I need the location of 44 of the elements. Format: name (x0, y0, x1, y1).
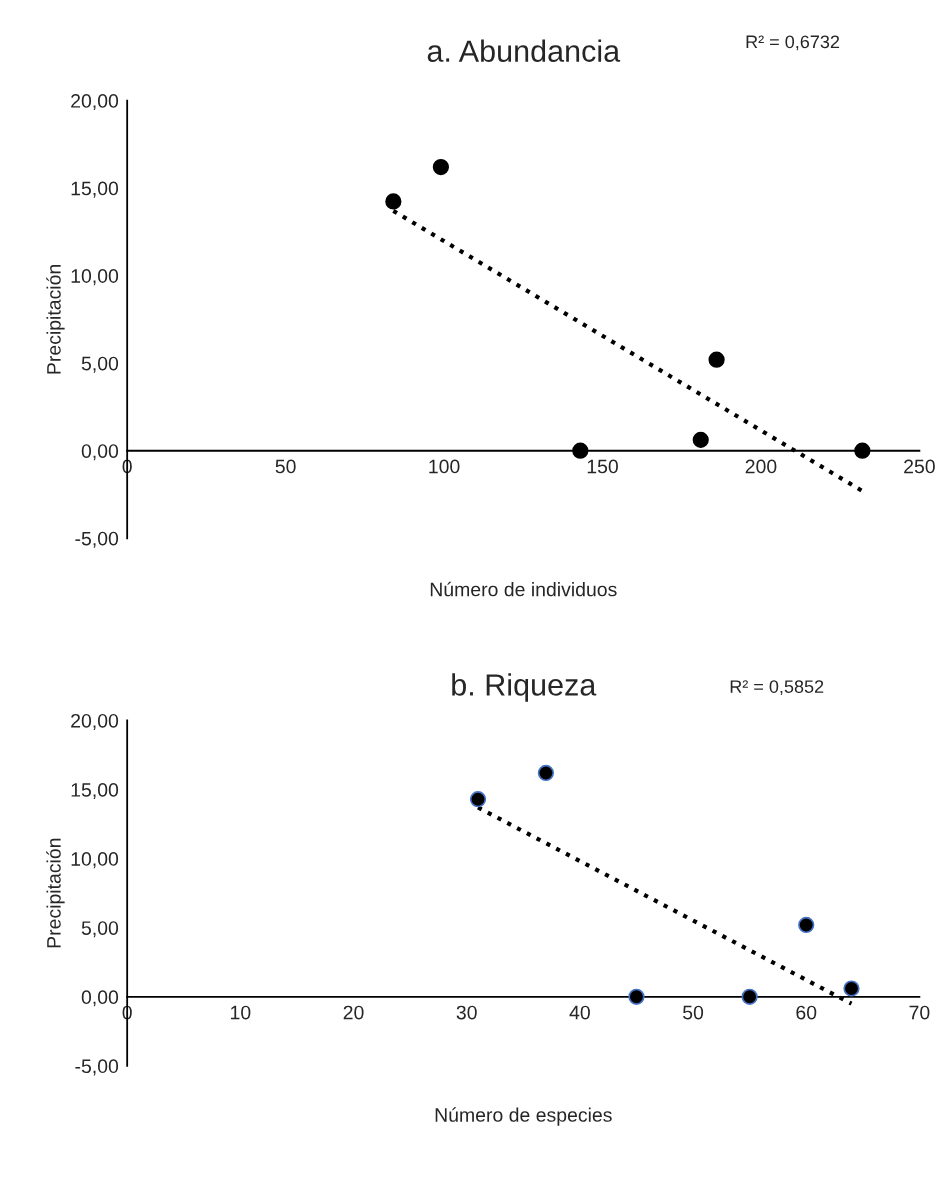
y-tick-label: 0,00 (81, 990, 119, 1007)
y-tick-label: 5,00 (81, 921, 119, 938)
chart-title: a. Abundancia (427, 39, 621, 62)
x-tick-label: 10 (231, 1005, 251, 1020)
y-tick-label: 10,00 (71, 269, 119, 286)
text: R² = 0,6732 (746, 35, 840, 51)
x-tick-label: 200 (745, 459, 777, 474)
x-tick-label: 50 (275, 459, 296, 474)
x-tick-label: 150 (587, 459, 618, 474)
point (798, 916, 815, 934)
chart-title: b. Riqueza (452, 673, 597, 702)
point (537, 764, 555, 782)
x-tick-label: 60 (796, 1005, 817, 1020)
point (572, 442, 589, 459)
point (469, 791, 487, 808)
y-tick-label: -5,00 (75, 1059, 119, 1076)
y-tick-label: -5,00 (75, 531, 119, 548)
x-tick-label: 20 (343, 1005, 364, 1020)
y-tick-label: 20,00 (71, 713, 119, 730)
point (432, 158, 450, 176)
x-tick-label: 100 (429, 459, 460, 474)
y-tick-label: 5,00 (81, 356, 119, 373)
x-tick-label: 50 (683, 1005, 704, 1020)
text: R² = 0,5852 (730, 680, 824, 696)
point (628, 988, 645, 1005)
x-tick-label: 40 (569, 1005, 590, 1020)
y-tick-label: 10,00 (71, 852, 119, 869)
x-axis-title: Número de especies (435, 1107, 612, 1126)
y-tick-label: 15,00 (71, 783, 119, 800)
point (854, 442, 871, 459)
point (741, 988, 758, 1005)
point (692, 431, 709, 448)
y-tick-label: 20,00 (71, 94, 119, 111)
y-axis-title: Precipitación (46, 265, 65, 374)
x-tick-label: 30 (456, 1005, 477, 1020)
point (385, 193, 402, 210)
y-axis-title: Precipitación (46, 838, 65, 948)
y-tick-label: 0,00 (81, 444, 119, 461)
x-tick-label: 70 (909, 1005, 930, 1020)
y-tick-label: 15,00 (71, 181, 119, 198)
point (708, 351, 725, 368)
x-tick-label: 250 (904, 459, 935, 474)
x-axis-title: Número de individuos (430, 581, 617, 597)
point (843, 980, 860, 997)
